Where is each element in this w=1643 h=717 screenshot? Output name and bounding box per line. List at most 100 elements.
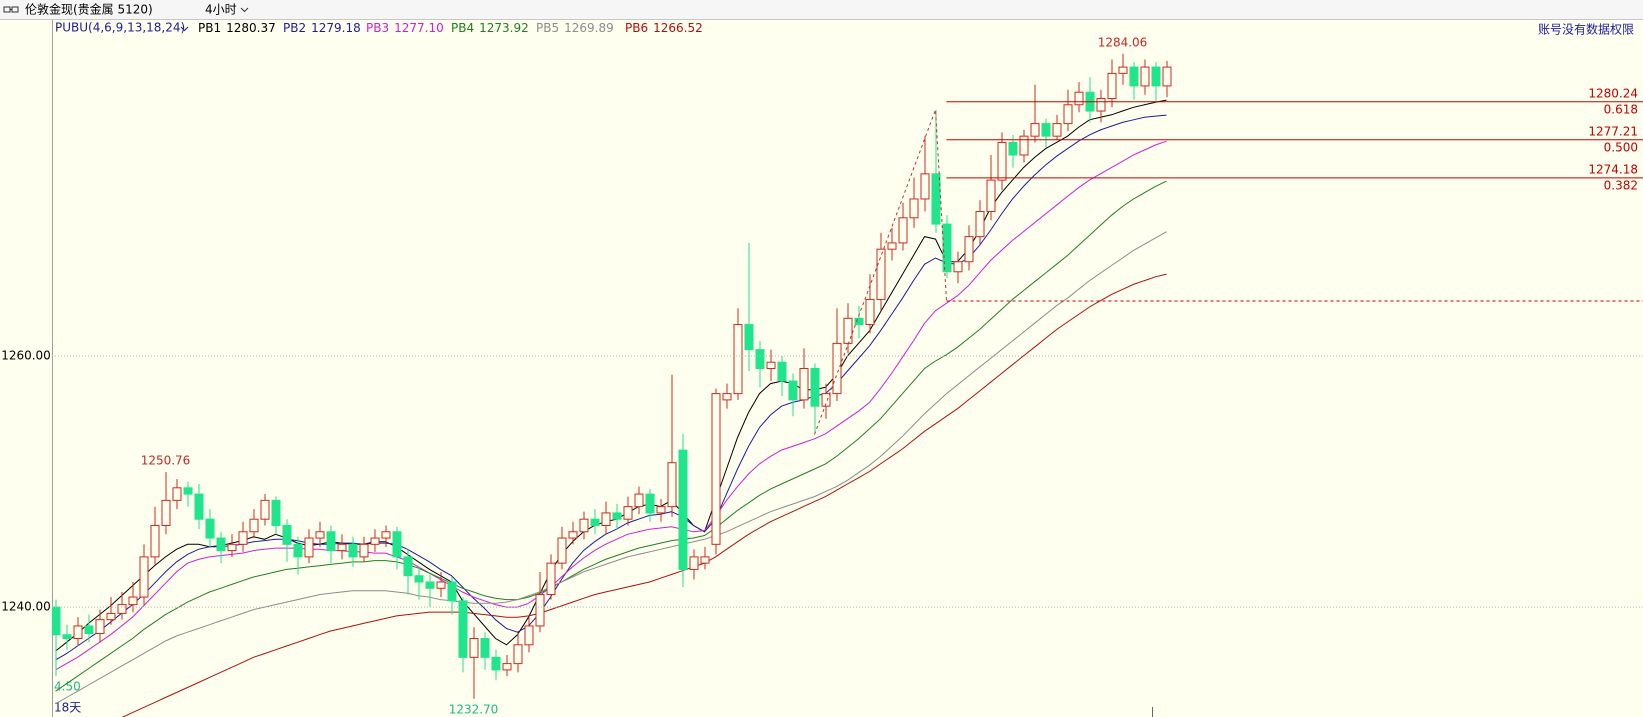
candle-body <box>150 524 160 558</box>
candle-body <box>832 342 842 395</box>
candle-body <box>172 487 182 501</box>
candle-body <box>326 531 336 552</box>
legend-value: 1269.89 <box>564 21 614 35</box>
candle-body <box>1107 72 1117 99</box>
candle-body <box>557 537 567 564</box>
ma-line <box>55 180 1167 692</box>
candle-body <box>348 543 358 558</box>
candle-body <box>909 198 919 219</box>
candle-body <box>271 499 281 526</box>
legend-name: PB3 <box>366 21 389 35</box>
candle-body <box>216 537 226 552</box>
candle-body <box>249 518 259 533</box>
candle-body <box>942 223 952 273</box>
legend-value: 1277.10 <box>394 21 444 35</box>
candle-body <box>975 211 985 238</box>
legend-value: 1279.18 <box>311 21 361 35</box>
candle-body <box>656 506 666 514</box>
candle-body <box>645 493 655 514</box>
candle-body <box>1074 91 1084 106</box>
candle-body <box>590 518 600 526</box>
fib-ratio: 0.382 <box>1604 178 1638 192</box>
candle-body <box>370 537 380 545</box>
candle-body <box>876 248 886 300</box>
candle-body <box>106 612 116 621</box>
fib-price: 1280.24 <box>1588 86 1638 100</box>
legend-entry: PB3 1277.10 <box>366 21 444 35</box>
candle-body <box>381 531 391 539</box>
candle-body <box>722 393 732 401</box>
indicator-chevron[interactable] <box>180 26 189 32</box>
candle-body <box>1162 66 1172 87</box>
candle-body <box>183 487 193 495</box>
edge-label: 4.50 <box>54 680 81 694</box>
period-chevron[interactable] <box>240 7 249 13</box>
fib-price: 1274.18 <box>1588 162 1638 176</box>
candle-body <box>711 393 721 545</box>
period-selector[interactable]: 4小时 <box>205 3 237 17</box>
candle-body <box>843 317 853 344</box>
candle-body <box>436 581 446 589</box>
candle-body <box>667 462 677 508</box>
legend-entry: PB1 1280.37 <box>198 21 276 35</box>
candle-body <box>1063 104 1073 125</box>
candle-body <box>920 173 930 200</box>
candle-body <box>293 543 303 558</box>
candle-body <box>1129 66 1139 87</box>
candle-body <box>84 625 94 634</box>
indicator-name[interactable]: PUBU(4,6,9,13,18,24) <box>55 21 185 35</box>
candle-body <box>139 556 149 598</box>
candle-body <box>1041 123 1051 137</box>
candle-body <box>425 581 435 589</box>
candle-body <box>73 625 83 640</box>
candle-body <box>117 604 127 614</box>
candle-body <box>1030 123 1040 137</box>
candle-body <box>1019 135 1029 156</box>
candle-body <box>128 596 138 606</box>
candle-body <box>601 512 611 526</box>
ma-line <box>55 231 1167 705</box>
candle-body <box>238 531 248 545</box>
extreme-label: 1284.06 <box>1098 35 1148 49</box>
candle-body <box>788 380 798 401</box>
candle-body <box>447 581 457 602</box>
candle-body <box>194 493 204 520</box>
candle-body <box>458 600 468 658</box>
candle-body <box>887 242 897 250</box>
candle-body <box>744 324 754 351</box>
candle-body <box>227 543 237 552</box>
header-icon <box>3 6 19 13</box>
candle-body <box>524 625 534 646</box>
candle-body <box>634 493 644 508</box>
candle-body <box>469 638 479 658</box>
candle-body <box>513 644 523 665</box>
candle-body <box>865 298 875 326</box>
candle-body <box>1052 123 1062 137</box>
y-tick-label: 1240.00 <box>1 600 51 614</box>
candle-body <box>480 638 490 658</box>
candle-body <box>799 368 809 401</box>
candle-body <box>304 537 314 558</box>
candle-body <box>689 556 699 570</box>
candle-body <box>678 449 688 570</box>
candle-body <box>546 562 556 596</box>
legend-name: PB4 <box>451 21 474 35</box>
candle-body <box>579 518 589 533</box>
candle-body <box>52 606 61 636</box>
candle-body <box>535 594 545 627</box>
candle-body <box>777 361 787 382</box>
candle-body <box>733 324 743 395</box>
candle-body <box>766 361 776 370</box>
candle-body <box>821 393 831 407</box>
zigzag-line <box>814 109 947 435</box>
legend-name: PB2 <box>283 21 306 35</box>
candle-body <box>612 512 622 520</box>
candle-body <box>205 518 215 539</box>
candle-body <box>623 506 633 520</box>
legend-name: PB1 <box>198 21 221 35</box>
legend-entry: PB6 1266.52 <box>625 21 703 35</box>
span-label: 18天 <box>54 701 81 715</box>
candle-body <box>1008 141 1018 156</box>
